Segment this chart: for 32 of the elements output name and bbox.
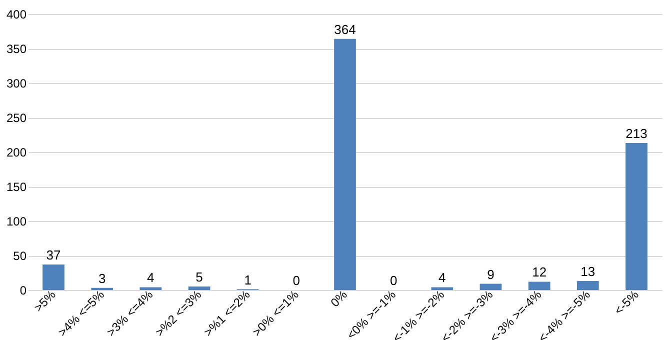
bar <box>576 281 599 290</box>
y-tick-label: 300 <box>6 76 27 90</box>
x-tick-label: 0% <box>328 287 350 310</box>
y-tick-label: 350 <box>6 42 27 56</box>
bar <box>431 287 454 290</box>
bar <box>480 284 502 290</box>
y-tick-label: 400 <box>6 8 27 22</box>
y-tick-label: 50 <box>13 249 27 263</box>
data-label: 0 <box>292 273 300 288</box>
data-label: 5 <box>196 270 203 285</box>
data-label: 364 <box>334 22 356 37</box>
data-label: 13 <box>580 264 596 280</box>
bar <box>528 282 550 290</box>
bar <box>334 38 356 290</box>
y-tick-label: 150 <box>6 180 27 194</box>
data-label: 213 <box>626 126 648 142</box>
y-tick-label: 0 <box>20 284 27 298</box>
data-label: 9 <box>487 266 494 282</box>
y-tick-label: 250 <box>6 111 27 125</box>
data-label: 37 <box>46 247 61 262</box>
bar <box>188 286 210 290</box>
data-label: 1 <box>244 272 252 288</box>
data-label: 4 <box>147 270 154 286</box>
bar <box>626 143 648 290</box>
data-label: 4 <box>438 270 446 286</box>
data-label: 12 <box>532 264 547 280</box>
y-tick-label: 200 <box>6 146 27 160</box>
data-label: 0 <box>390 273 398 288</box>
data-label: 3 <box>98 270 106 286</box>
bar <box>140 287 162 290</box>
bar <box>42 264 64 290</box>
y-tick-label: 100 <box>6 214 27 228</box>
